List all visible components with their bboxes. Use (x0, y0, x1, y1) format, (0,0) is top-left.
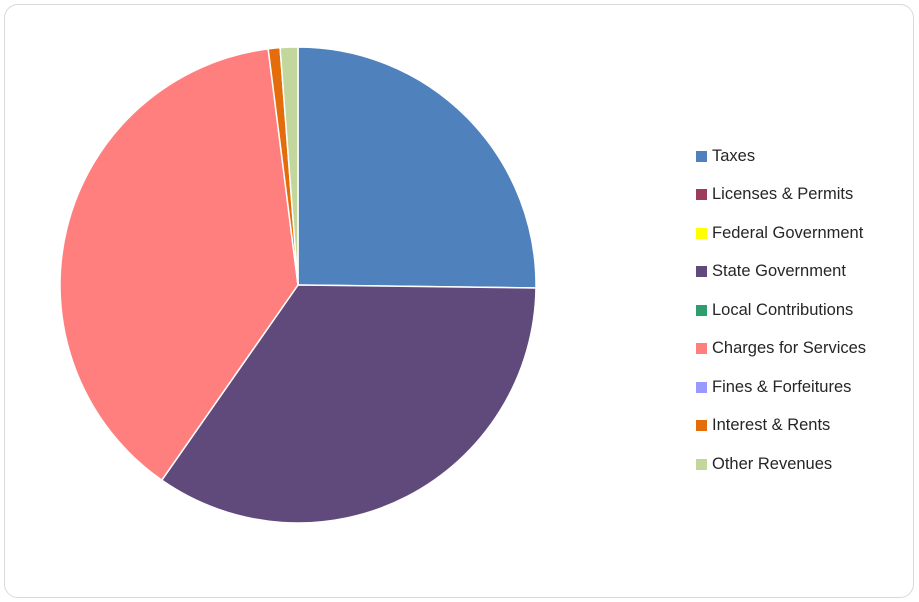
legend-label: Fines & Forfeitures (712, 377, 852, 396)
legend-label: Licenses & Permits (712, 185, 854, 204)
legend-item-charges-for-services: Charges for Services (696, 330, 866, 369)
legend-item-interest-rents: Interest & Rents (696, 407, 866, 446)
legend-swatch (696, 150, 707, 162)
legend-item-other-revenues: Other Revenues (696, 445, 866, 484)
legend-swatch (696, 266, 707, 278)
legend-item-taxes: Taxes (696, 137, 866, 176)
legend-item-state-government: State Government (696, 253, 866, 292)
legend-label: Local Contributions (712, 300, 854, 319)
legend-swatch (696, 420, 707, 432)
legend-item-fines-forfeitures: Fines & Forfeitures (696, 368, 866, 407)
pie-slice-charges-for-services (59, 48, 299, 482)
legend-swatch (696, 227, 707, 239)
legend-label: Other Revenues (712, 454, 833, 473)
legend-swatch (696, 458, 707, 470)
legend-item-federal-government: Federal Government (696, 214, 866, 253)
legend-label: Taxes (712, 146, 756, 165)
legend-swatch (696, 304, 707, 316)
legend-label: Charges for Services (712, 339, 867, 358)
legend-swatch (696, 381, 707, 393)
pie-slice-other-revenues (279, 46, 299, 286)
legend-label: Federal Government (712, 223, 864, 242)
pie-slice-taxes (297, 46, 537, 289)
legend-label: Interest & Rents (712, 416, 831, 435)
legend-item-licenses-permits: Licenses & Permits (696, 176, 866, 215)
legend-swatch (696, 343, 707, 355)
pie-slice-state-government (160, 284, 537, 524)
legend-swatch (696, 189, 707, 201)
legend-item-local-contributions: Local Contributions (696, 291, 866, 330)
legend-label: State Government (712, 262, 846, 281)
legend: Taxes Licenses & Permits Federal Governmen… (696, 137, 866, 484)
